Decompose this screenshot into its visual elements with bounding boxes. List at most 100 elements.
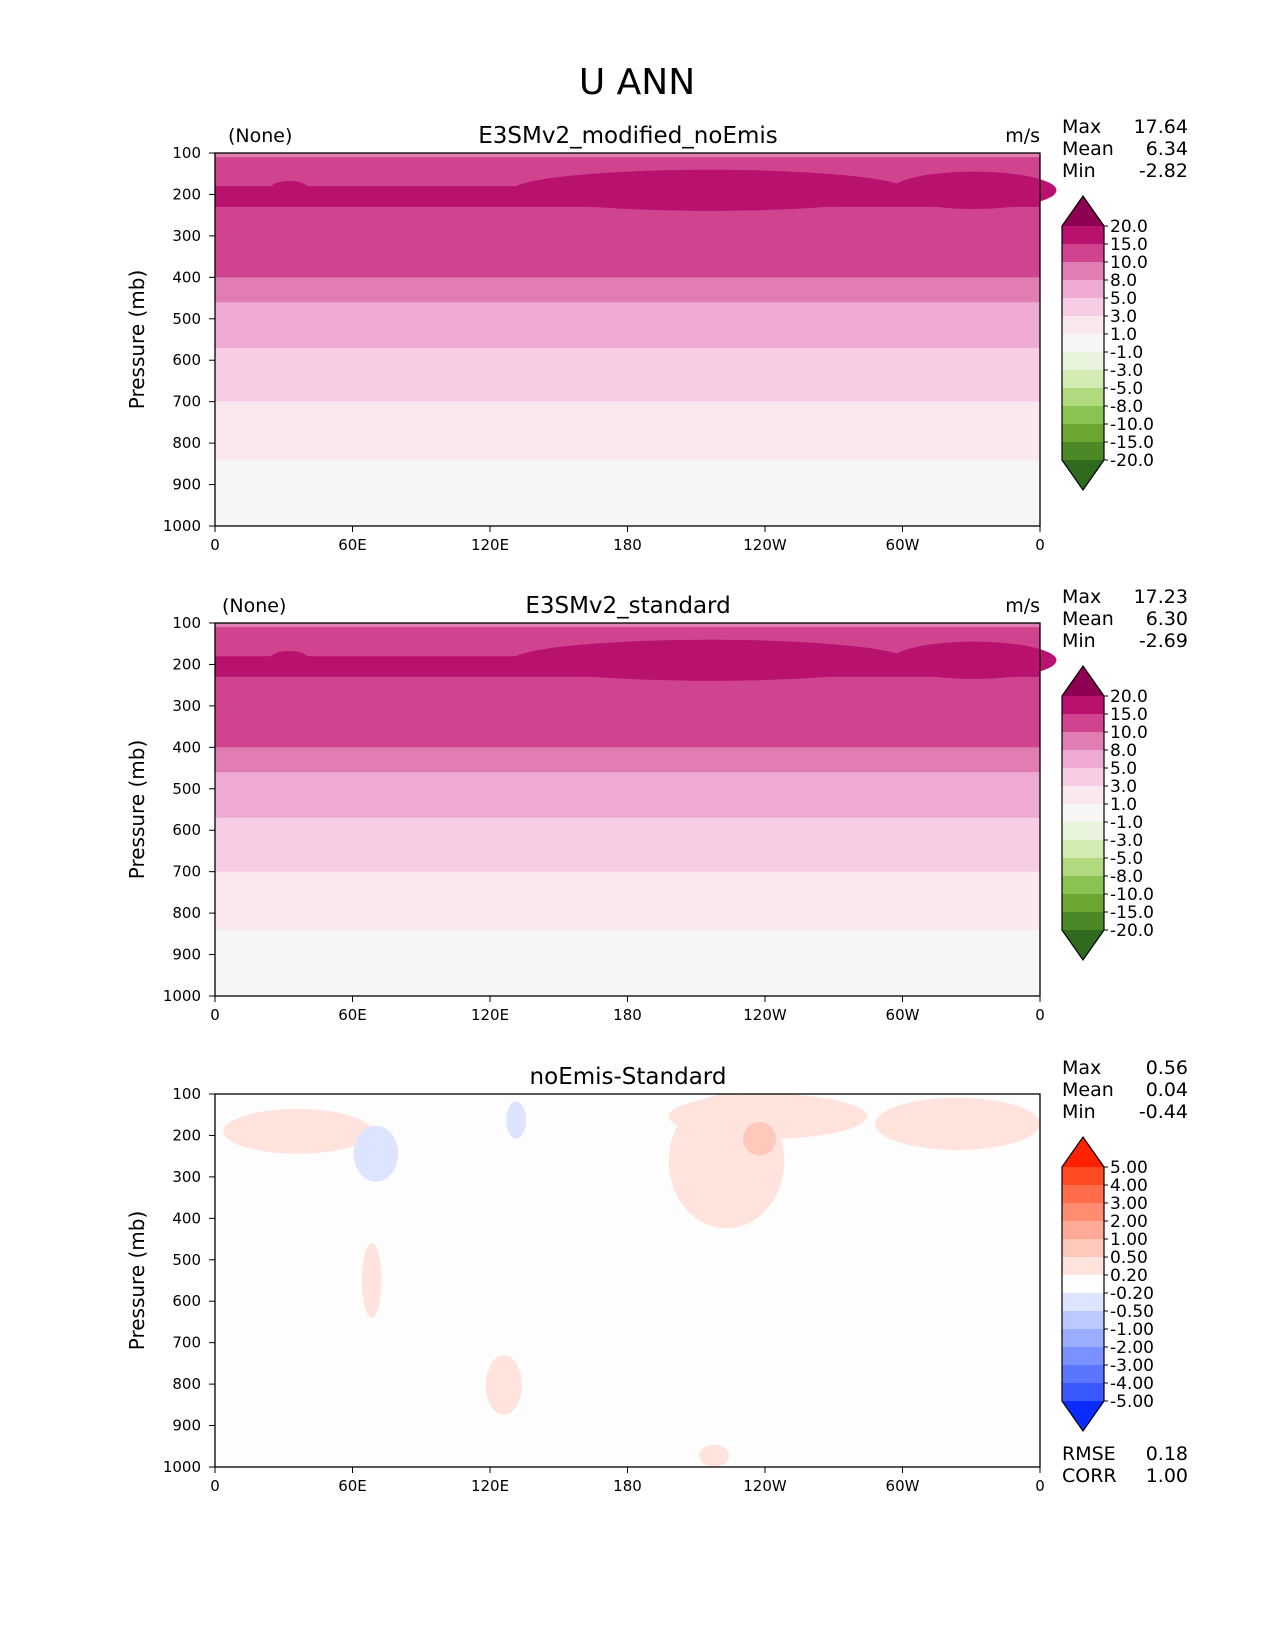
contour-band	[215, 393, 1040, 399]
colorbar-tick-label: 10.0	[1110, 253, 1148, 273]
stat-value: 6.34	[1146, 138, 1188, 160]
stat-label: Min	[1062, 630, 1096, 652]
colorbar-extend-bottom	[1062, 1401, 1104, 1431]
anomaly-contour	[506, 1101, 527, 1139]
y-tick-label: 800	[172, 1375, 201, 1393]
colorbar-segment	[1062, 696, 1104, 715]
contour-band	[215, 768, 1040, 773]
contour-band	[215, 264, 1040, 270]
x-tick-label: 120W	[743, 536, 787, 554]
contour-band	[215, 364, 1040, 370]
contour-band	[215, 884, 1040, 889]
colorbar-tick-label: 4.00	[1110, 1176, 1148, 1196]
panel-title: noEmis-Standard	[530, 1064, 727, 1090]
contour-band	[215, 322, 1040, 328]
colorbar-segment	[1062, 316, 1104, 335]
contour-band	[215, 788, 1040, 794]
contour-band	[215, 743, 1040, 748]
colorbar-tick-label: -20.0	[1110, 921, 1154, 941]
contour-band	[215, 372, 1040, 378]
colorbar-segment	[1062, 1311, 1104, 1330]
contour-band	[215, 314, 1040, 320]
contour-band	[215, 227, 1040, 233]
contour-band	[215, 240, 1040, 245]
colorbar-tick-label: -3.0	[1110, 361, 1143, 381]
contour-band	[215, 244, 1040, 249]
contour-band	[215, 505, 1040, 511]
contour-band	[215, 710, 1040, 715]
contour-band	[215, 763, 1040, 769]
contour-band	[215, 235, 1040, 241]
colorbar-tick-label: 20.0	[1110, 687, 1148, 707]
contour-band	[215, 813, 1040, 819]
y-axis-label: Pressure (mb)	[125, 740, 149, 880]
contour-band	[215, 991, 1040, 997]
contour-band	[215, 463, 1040, 469]
colorbar: 5.004.003.002.001.000.500.20-0.20-0.50-1…	[1061, 1135, 1154, 1433]
y-tick-label: 200	[172, 655, 201, 673]
contour-band	[215, 476, 1040, 482]
contour-band	[215, 248, 1040, 254]
y-tick-label: 800	[172, 904, 201, 922]
contour-band	[215, 443, 1040, 448]
contour-band	[215, 223, 1040, 229]
colorbar-segment	[1062, 1221, 1104, 1240]
colorbar-tick-label: -8.0	[1110, 867, 1143, 887]
contour-band	[215, 206, 1040, 212]
contour-band	[215, 438, 1040, 444]
stat-label: Mean	[1062, 138, 1114, 160]
y-axis-label: Pressure (mb)	[125, 1211, 149, 1351]
colorbar-segment	[1062, 298, 1104, 317]
panel-units: m/s	[1005, 595, 1040, 617]
colorbar-tick-label: -5.00	[1110, 1392, 1154, 1412]
colorbar-segment	[1062, 714, 1104, 733]
y-tick-label: 900	[172, 1417, 201, 1435]
panel-left-label: (None)	[228, 125, 292, 147]
x-tick-label: 120W	[743, 1477, 787, 1495]
stat-label: Max	[1062, 116, 1101, 138]
panel-title: E3SMv2_standard	[525, 593, 730, 619]
stat-value: 0.04	[1146, 1079, 1188, 1101]
x-tick-label: 0	[210, 536, 220, 554]
y-tick-label: 700	[172, 863, 201, 881]
stat-label: Min	[1062, 160, 1096, 182]
x-tick-label: 0	[1035, 1006, 1045, 1024]
colorbar-segment	[1062, 1275, 1104, 1294]
colorbar-extend-bottom	[1062, 930, 1104, 960]
colorbar-tick-label: 0.20	[1110, 1266, 1148, 1286]
contour-band	[215, 260, 1040, 266]
jet-core	[891, 171, 1057, 209]
contour-band	[215, 219, 1040, 225]
contour-band	[215, 705, 1040, 711]
contour-band	[215, 747, 1040, 753]
colorbar-tick-label: 8.0	[1110, 741, 1137, 761]
jet-core	[891, 641, 1057, 679]
contour-band	[215, 389, 1040, 394]
colorbar-extend-top	[1062, 1137, 1104, 1167]
colorbar-segment	[1062, 352, 1104, 371]
colorbar: 20.015.010.08.05.03.01.0-1.0-3.0-5.0-8.0…	[1061, 664, 1154, 962]
contour-band	[215, 962, 1040, 968]
contour-band	[215, 892, 1040, 898]
contour-band	[215, 153, 1040, 158]
colorbar-segment	[1062, 804, 1104, 823]
colorbar-segment	[1062, 894, 1104, 913]
colorbar-tick-label: -4.00	[1110, 1374, 1154, 1394]
contour-band	[215, 966, 1040, 972]
contour-band	[215, 722, 1040, 728]
jet-core	[268, 180, 310, 200]
colorbar-segment	[1062, 388, 1104, 407]
panel-title: E3SMv2_modified_noEmis	[478, 123, 778, 149]
contour-band	[215, 368, 1040, 374]
x-tick-label: 0	[210, 1006, 220, 1024]
jet-core	[512, 639, 908, 681]
x-tick-label: 180	[613, 1477, 642, 1495]
jet-core	[512, 169, 908, 211]
stat-label: Max	[1062, 1057, 1101, 1079]
contour-band	[215, 950, 1040, 956]
contour-band	[215, 900, 1040, 906]
colorbar-tick-label: 1.0	[1110, 795, 1137, 815]
stat-value: -0.44	[1139, 1101, 1188, 1123]
contour-field	[215, 623, 1057, 997]
contour-band	[215, 635, 1040, 641]
